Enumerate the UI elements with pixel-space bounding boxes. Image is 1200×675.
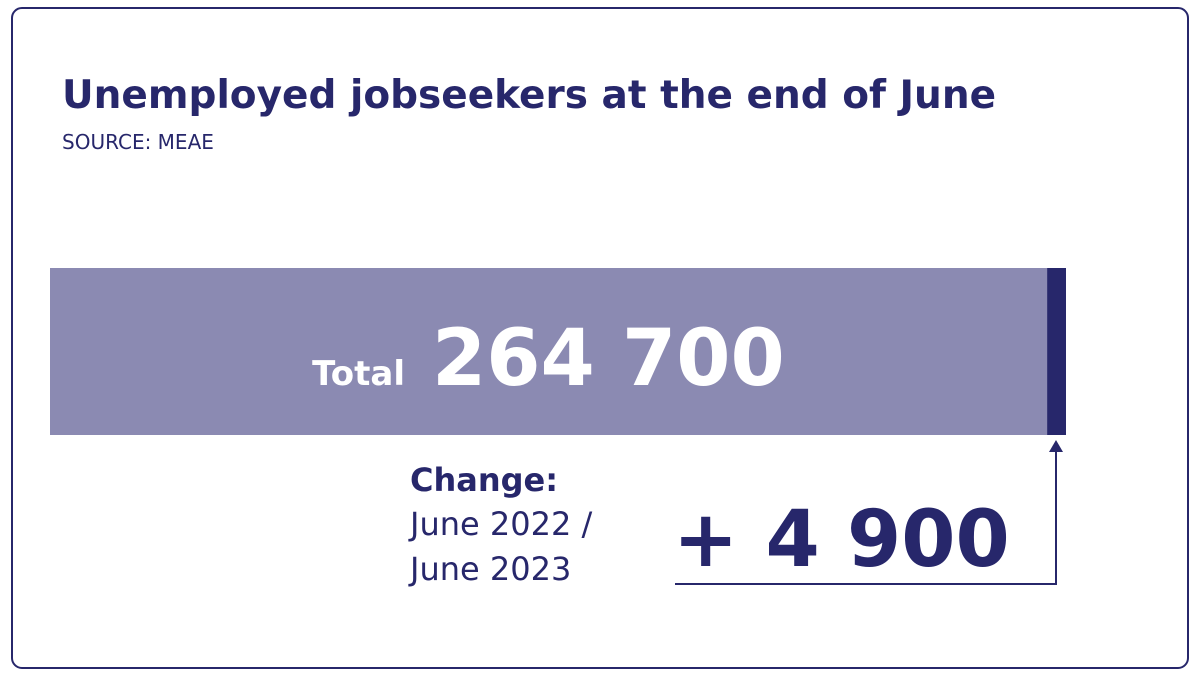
total-value: 264 700 [432, 314, 785, 404]
bar-group [50, 268, 1066, 435]
change-period: June 2023 [408, 550, 571, 588]
total-label: Total [312, 354, 405, 394]
title: Unemployed jobseekers at the end of June [62, 73, 996, 118]
change-label: Change: [410, 461, 558, 499]
change-period: June 2022 / [408, 505, 592, 543]
total-bar [50, 268, 1066, 435]
arrow-head [1049, 440, 1063, 452]
change-value: + 4 900 [673, 495, 1010, 585]
frame [11, 7, 1189, 669]
source: SOURCE: MEAE [62, 130, 214, 154]
change-bar [1047, 268, 1066, 435]
arrow-line [675, 450, 1057, 585]
